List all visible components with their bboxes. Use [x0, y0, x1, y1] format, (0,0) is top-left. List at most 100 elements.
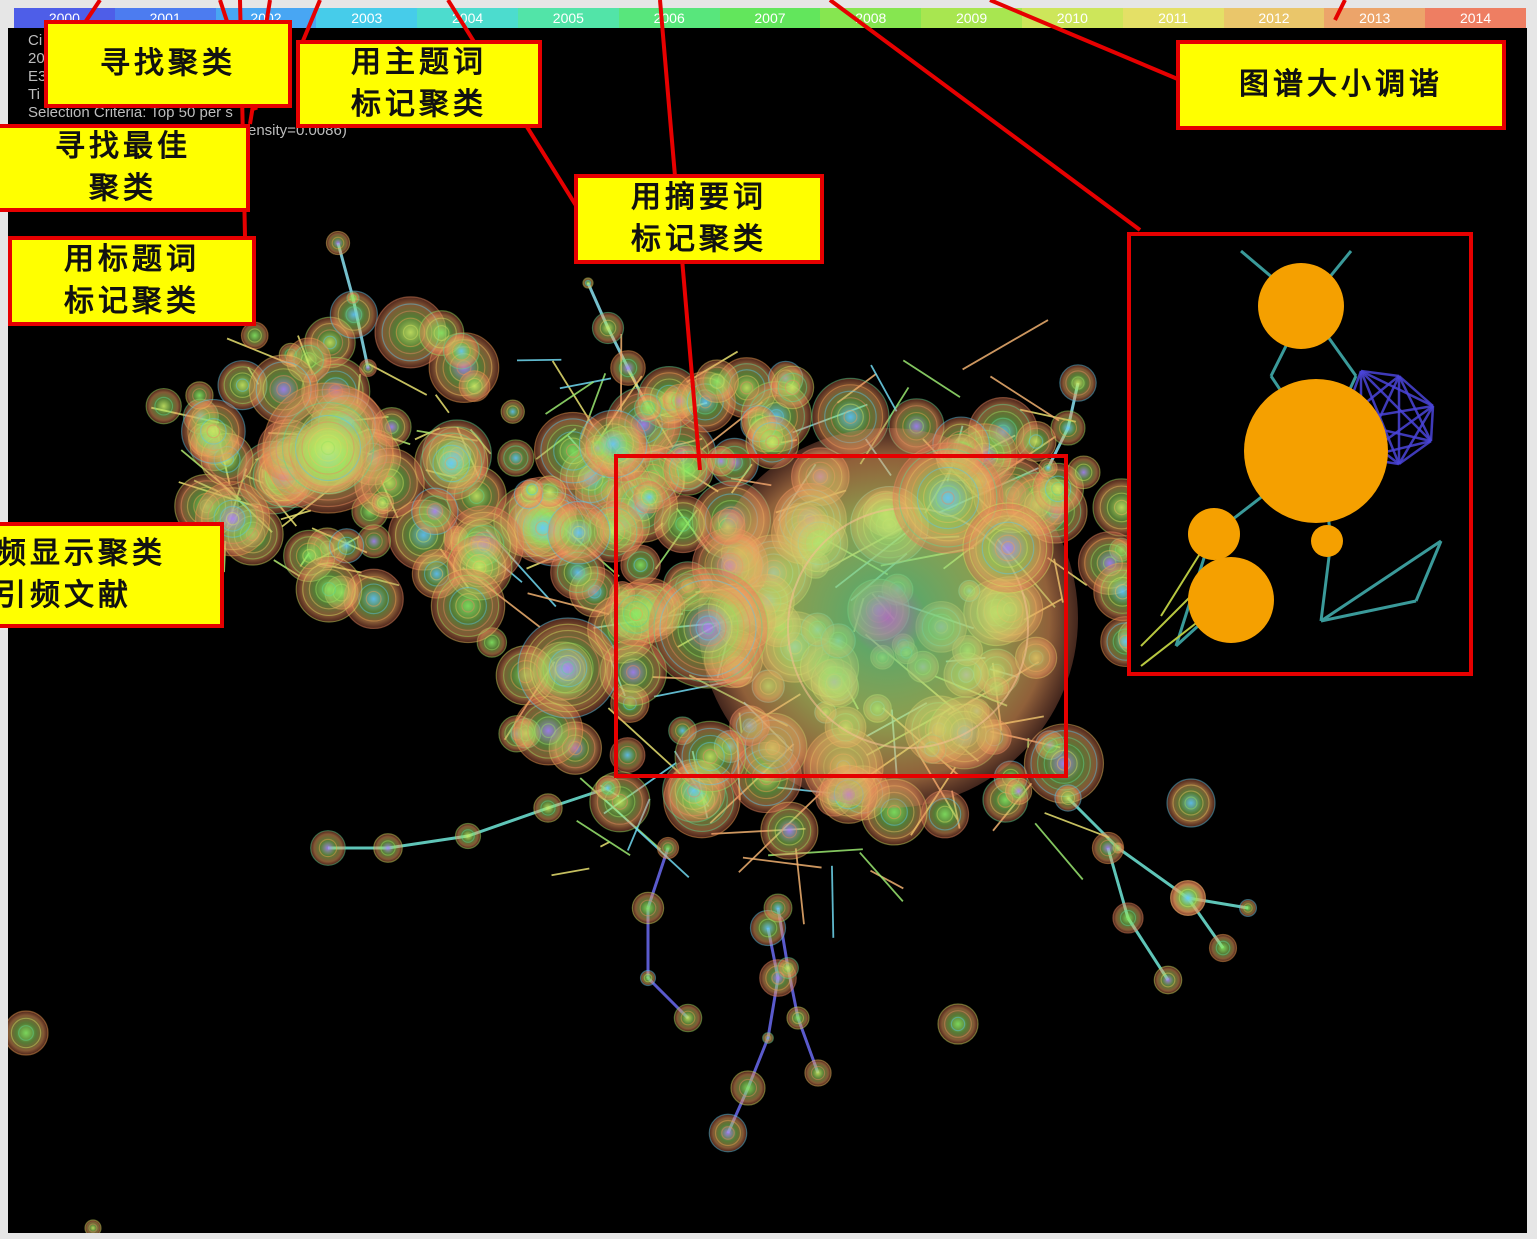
- citation-node[interactable]: [454, 822, 482, 850]
- callout-label-by-title-line1: 用标题词: [64, 242, 200, 277]
- citation-node[interactable]: [310, 830, 346, 866]
- citation-node[interactable]: [1112, 902, 1144, 934]
- citation-node[interactable]: [414, 426, 489, 501]
- network-canvas[interactable]: Ci 20 E3 Ti Selection Criteria: Top 50 p…: [8, 28, 1527, 1233]
- inset-node: [1311, 525, 1343, 557]
- citation-node[interactable]: [705, 445, 737, 477]
- citation-node[interactable]: [632, 480, 666, 514]
- citation-node[interactable]: [804, 1059, 832, 1087]
- citation-link: [831, 865, 835, 938]
- callout-label-by-subject-line2: 标记聚类: [351, 87, 487, 122]
- inset-network: [1140, 249, 1443, 667]
- citation-node[interactable]: [1153, 965, 1183, 995]
- citation-node[interactable]: [1170, 880, 1206, 916]
- callout-find-clusters-text: 寻找聚类: [100, 46, 236, 81]
- citation-node[interactable]: [730, 1070, 766, 1106]
- citation-node[interactable]: [653, 495, 712, 554]
- citation-node[interactable]: [610, 350, 646, 386]
- citation-node[interactable]: [1066, 455, 1101, 490]
- citation-node[interactable]: [500, 399, 525, 424]
- citation-node[interactable]: [411, 487, 459, 536]
- citation-node[interactable]: [430, 568, 506, 644]
- citation-node[interactable]: [673, 1003, 703, 1033]
- inset-node: [1258, 263, 1344, 349]
- citation-node[interactable]: [517, 617, 619, 719]
- citation-node[interactable]: [770, 365, 815, 410]
- citation-node[interactable]: [325, 230, 351, 256]
- citation-node[interactable]: [962, 502, 1054, 594]
- citation-node[interactable]: [647, 567, 769, 689]
- callout-label-by-abstract-line1: 用摘要词: [631, 180, 767, 215]
- callout-label-by-title: 用标题词 标记聚类: [8, 236, 256, 326]
- citation-node[interactable]: [763, 893, 793, 923]
- citation-node[interactable]: [708, 1113, 748, 1153]
- timeline-year-label: 2006: [653, 10, 685, 26]
- citation-node[interactable]: [443, 332, 480, 370]
- citation-node[interactable]: [359, 359, 377, 377]
- citation-node[interactable]: [582, 277, 594, 289]
- citation-node[interactable]: [533, 793, 563, 823]
- timeline-year-2008: 2008: [820, 8, 922, 28]
- citation-node[interactable]: [329, 290, 378, 339]
- citation-link: [599, 841, 610, 848]
- citation-node[interactable]: [591, 311, 625, 345]
- citation-node[interactable]: [1059, 364, 1097, 402]
- citation-node[interactable]: [181, 398, 246, 464]
- citation-node[interactable]: [458, 370, 491, 403]
- citation-node[interactable]: [656, 836, 680, 860]
- citation-node[interactable]: [1166, 778, 1216, 828]
- citation-node[interactable]: [1238, 898, 1258, 918]
- citation-node[interactable]: [760, 801, 819, 860]
- inset-clique-link: [1360, 369, 1434, 408]
- timeline-year-2004: 2004: [417, 8, 518, 28]
- citation-node[interactable]: [240, 321, 269, 350]
- citation-node[interactable]: [371, 491, 395, 514]
- timeline-year-2009: 2009: [921, 8, 1022, 28]
- citation-node[interactable]: [1091, 831, 1125, 865]
- citation-node[interactable]: [631, 891, 665, 925]
- callout-show-clusters: 频显示聚类 引频文献: [0, 522, 224, 628]
- citation-node[interactable]: [595, 775, 621, 801]
- citation-node[interactable]: [639, 969, 657, 987]
- network-nodes[interactable]: [8, 230, 1258, 1233]
- citation-node[interactable]: [1050, 410, 1086, 446]
- inset-clique-link: [1398, 439, 1432, 466]
- co-citation-network[interactable]: [8, 28, 1527, 1233]
- citation-node[interactable]: [262, 382, 394, 514]
- citation-node[interactable]: [620, 544, 661, 586]
- citation-node[interactable]: [145, 387, 182, 425]
- citation-node[interactable]: [1038, 458, 1058, 478]
- citation-node[interactable]: [497, 439, 535, 477]
- timeline-year-2010: 2010: [1021, 8, 1123, 28]
- timeline-year-label: 2005: [552, 10, 584, 26]
- citation-node[interactable]: [346, 291, 360, 305]
- citation-node[interactable]: [1054, 784, 1082, 812]
- callout-label-by-abstract: 用摘要词 标记聚类: [574, 174, 824, 264]
- citation-node[interactable]: [695, 359, 739, 404]
- citation-node[interactable]: [8, 1010, 49, 1056]
- citation-node[interactable]: [1208, 933, 1238, 963]
- citation-node[interactable]: [762, 1032, 774, 1044]
- citation-node[interactable]: [547, 500, 611, 565]
- citation-node[interactable]: [937, 1003, 979, 1045]
- citation-node[interactable]: [295, 555, 363, 623]
- citation-node[interactable]: [777, 957, 799, 979]
- timeline-year-label: 2003: [351, 10, 383, 26]
- citation-node[interactable]: [520, 477, 544, 501]
- citation-link: [859, 851, 904, 902]
- citation-node[interactable]: [1005, 777, 1033, 805]
- citation-node[interactable]: [633, 393, 663, 423]
- citation-node[interactable]: [84, 1219, 102, 1233]
- inset-node: [1188, 557, 1274, 643]
- timeline-year-2005: 2005: [517, 8, 619, 28]
- citation-node[interactable]: [786, 1006, 810, 1030]
- citation-link: [551, 867, 590, 877]
- callout-find-best: 寻找最佳 聚类: [0, 124, 250, 212]
- citation-link: [545, 381, 595, 415]
- info-line-4: Ti: [28, 86, 40, 103]
- citation-node[interactable]: [373, 833, 403, 863]
- citation-link: [742, 856, 822, 869]
- citation-node[interactable]: [578, 409, 648, 479]
- citation-node[interactable]: [609, 737, 646, 774]
